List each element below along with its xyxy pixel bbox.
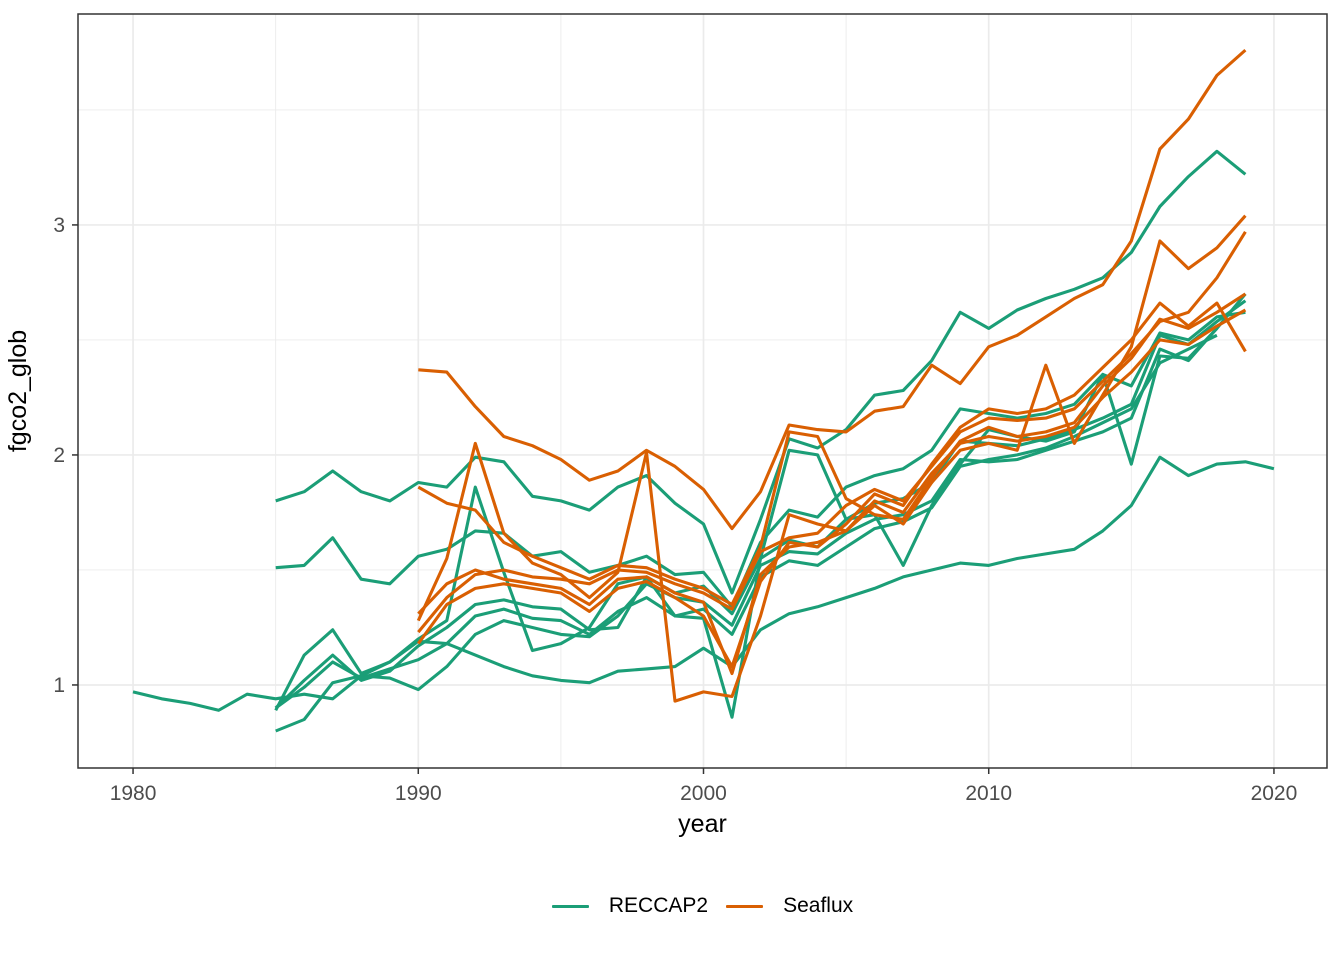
series-line-reccap2_g	[274, 333, 1218, 710]
y-tick-label: 1	[53, 674, 65, 697]
legend-label-seaflux: Seaflux	[783, 894, 854, 917]
legend-label-reccap2: RECCAP2	[608, 894, 709, 917]
y-tick-label: 3	[53, 214, 65, 237]
panel-background	[78, 14, 1327, 768]
series-line-seaflux_e	[417, 230, 1247, 634]
series-line-seaflux_a	[418, 48, 1247, 531]
legend-key-seaflux-line	[726, 904, 764, 908]
legend-key-reccap2-line	[551, 904, 589, 908]
series-line-reccap2_b	[275, 149, 1247, 595]
x-tick-label: 2000	[680, 782, 727, 805]
x-axis-title: year	[678, 810, 727, 838]
legend-item-reccap2: RECCAP2	[551, 892, 709, 920]
series-line-seaflux_d	[416, 214, 1247, 703]
x-tick-label: 2020	[1251, 782, 1298, 805]
legend: RECCAP2 Seaflux	[78, 892, 1327, 920]
series-line-seaflux_f	[417, 301, 1247, 669]
series-line-seaflux_b	[417, 292, 1247, 607]
panel-border	[77, 13, 1328, 769]
y-tick-label: 2	[53, 444, 65, 467]
x-tick-label: 1980	[110, 782, 157, 805]
series-line-reccap2_f	[275, 327, 1219, 733]
x-tick-label: 2010	[965, 782, 1012, 805]
x-tick-label: 1990	[395, 782, 442, 805]
legend-item-seaflux: Seaflux	[726, 892, 853, 920]
y-axis-title: fgco2_glob	[4, 330, 32, 452]
